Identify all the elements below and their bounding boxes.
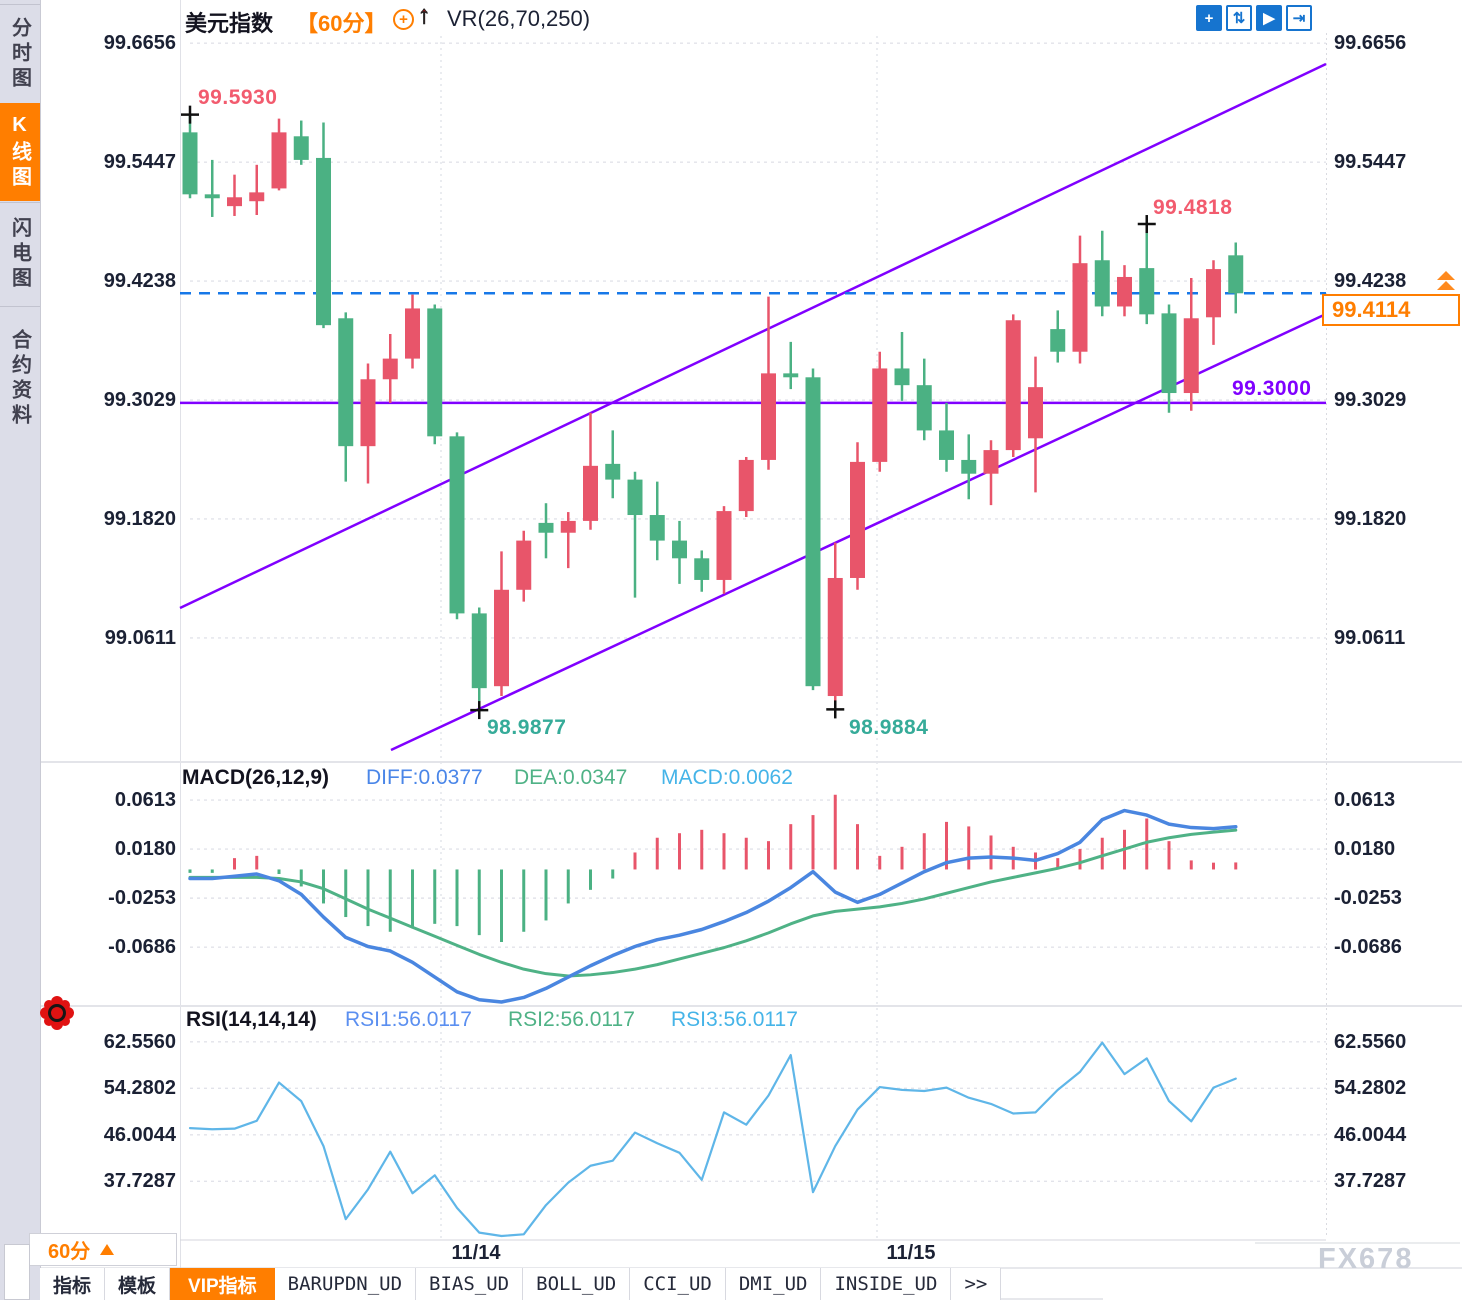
y-axis-label: 0.0180: [114, 838, 176, 861]
axis-range-icon[interactable]: ⇅: [1226, 5, 1252, 31]
tab-bias-ud[interactable]: BIAS_UD: [416, 1268, 524, 1300]
macd-value: MACD:0.0062: [661, 766, 793, 789]
y-axis-label: -0.0686: [1334, 936, 1402, 959]
tab-模板[interactable]: 模板: [105, 1268, 171, 1300]
tab-dmi-ud[interactable]: DMI_UD: [726, 1268, 822, 1300]
price-up-arrow-icon: [1437, 281, 1455, 290]
y-axis-label: 62.5560: [103, 1030, 176, 1053]
chart-toolbar: + ⇅ ▶ ⇥: [1196, 5, 1312, 31]
overlay-indicator-label: VR(26,70,250): [447, 6, 591, 31]
pan-right-icon[interactable]: ⇥: [1286, 5, 1312, 31]
watermark: FX678: [1318, 1243, 1414, 1275]
add-indicator-icon[interactable]: +: [393, 9, 414, 30]
y-axis-label: 46.0044: [1334, 1123, 1407, 1146]
y-axis-label: 0.0613: [114, 789, 176, 812]
rsi-params: RSI(14,14,14): [186, 1008, 317, 1031]
y-axis-label: 99.3029: [1334, 389, 1407, 412]
current-price-value: 99.4114: [1332, 297, 1411, 322]
timeframe-label[interactable]: 【60分】: [296, 11, 387, 36]
sidebar: 分时图 K线图 闪电图 合约资料: [0, 0, 41, 1300]
macd-params: MACD(26,12,9): [182, 766, 330, 789]
y-axis-label: 99.6656: [103, 32, 176, 55]
rsi1-value: RSI1:56.0117: [345, 1008, 472, 1031]
pointer-tool-icon[interactable]: ▶: [1256, 5, 1282, 31]
y-axis-label: 54.2802: [103, 1077, 176, 1100]
y-axis-label: -0.0253: [1334, 887, 1402, 910]
macd-dea-value: DEA:0.0347: [514, 766, 628, 789]
rsi3-value: RSI3:56.0117: [671, 1008, 798, 1031]
tab-inside-ud[interactable]: INSIDE_UD: [821, 1268, 952, 1300]
price-annotation: 98.9884: [849, 716, 929, 739]
sidebar-item-1[interactable]: 分时图: [0, 4, 40, 103]
tab-boll-ud[interactable]: BOLL_UD: [523, 1268, 631, 1300]
chevron-up-icon: [100, 1244, 115, 1255]
y-axis-label: -0.0686: [108, 936, 176, 959]
timeframe-value: 60分: [48, 1241, 91, 1263]
tab-指标[interactable]: 指标: [40, 1268, 106, 1300]
sidebar-item-2[interactable]: K线图: [0, 103, 40, 201]
current-price-box: 99.4114: [1322, 294, 1460, 326]
y-axis-label: 54.2802: [1334, 1077, 1407, 1100]
y-axis-label: 99.5447: [1334, 151, 1407, 174]
corner-cell: [4, 1244, 30, 1300]
price-annotation: 98.9877: [487, 716, 567, 739]
y-axis-label: 37.7287: [103, 1170, 176, 1193]
y-axis-label: 99.4238: [1334, 270, 1407, 293]
sidebar-item-4[interactable]: 合约资料: [0, 306, 40, 451]
move-tool-icon[interactable]: +: [1196, 5, 1222, 31]
price-annotation: 99.5930: [198, 86, 278, 109]
sidebar-item-3[interactable]: 闪电图: [0, 202, 40, 305]
y-axis-label: 99.3029: [103, 389, 176, 412]
macd-diff-value: DIFF:0.0377: [366, 766, 483, 789]
y-axis-label: 99.1820: [1334, 507, 1407, 530]
timeframe-selector[interactable]: 60分: [29, 1233, 177, 1266]
y-axis-label: 99.1820: [103, 507, 176, 530]
price-annotation: 99.3000: [1232, 377, 1312, 400]
y-axis-label: 99.0611: [1334, 626, 1406, 649]
rsi2-value: RSI2:56.0117: [508, 1008, 635, 1031]
y-axis-label: 99.5447: [103, 151, 176, 174]
sun-marker-icon: [48, 1004, 66, 1022]
x-axis-date-label: 11/14: [451, 1242, 501, 1264]
indicator-tab-bar: 指标 模板 VIP指标 BARUPDN_UD BIAS_UD BOLL_UD CCI_UD D…: [40, 1268, 1002, 1300]
y-axis-label: 0.0180: [1334, 838, 1396, 861]
tab-cci-ud[interactable]: CCI_UD: [630, 1268, 726, 1300]
tab-barupdn-ud[interactable]: BARUPDN_UD: [275, 1268, 417, 1300]
price-annotation: 99.4818: [1153, 196, 1233, 219]
y-axis-label: 99.6656: [1334, 32, 1407, 55]
trend-up-icon: ↑: [418, 1, 431, 29]
y-axis-label: 99.4238: [103, 270, 176, 293]
y-axis-label: 99.0611: [104, 626, 176, 649]
y-axis-label: 62.5560: [1334, 1030, 1407, 1053]
tab--[interactable]: >>: [951, 1268, 1002, 1300]
y-axis-label: 37.7287: [1334, 1170, 1407, 1193]
x-axis-date-label: 11/15: [886, 1242, 936, 1264]
y-axis-label: -0.0253: [108, 887, 176, 910]
symbol-title: 美元指数: [185, 11, 274, 36]
price-up-arrow-icon: [1437, 271, 1455, 280]
y-axis-label: 46.0044: [103, 1123, 176, 1146]
y-axis-label: 0.0613: [1334, 789, 1396, 812]
tab-vip指标[interactable]: VIP指标: [170, 1268, 275, 1300]
